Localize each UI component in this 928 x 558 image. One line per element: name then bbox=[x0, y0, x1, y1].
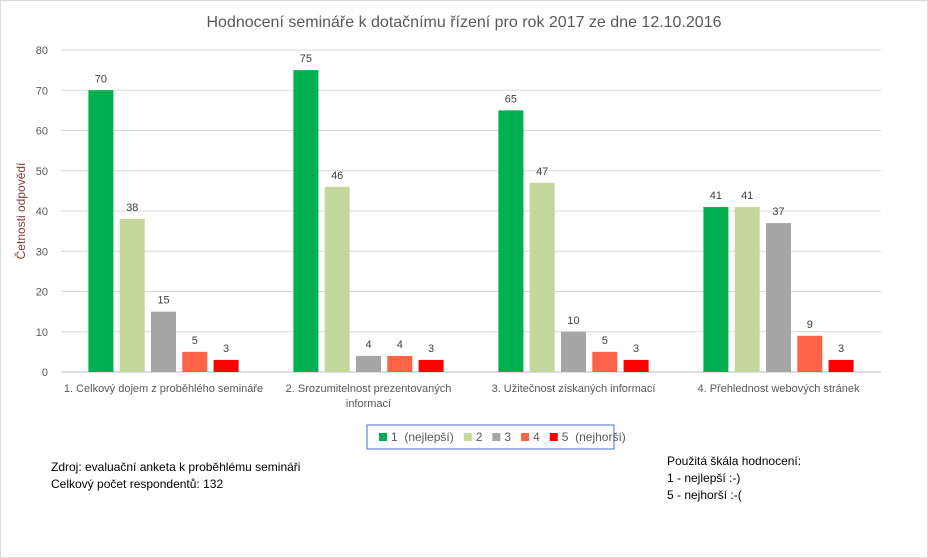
data-label: 3 bbox=[428, 343, 434, 355]
data-label: 41 bbox=[741, 190, 753, 202]
bar bbox=[119, 219, 145, 372]
y-tick-label: 40 bbox=[36, 206, 48, 218]
bar bbox=[703, 206, 729, 372]
scale-notes: Použitá škála hodnocení: 1 - nejlepší :-… bbox=[667, 453, 801, 504]
bar bbox=[623, 359, 649, 372]
bar bbox=[356, 355, 381, 372]
bar bbox=[151, 311, 176, 372]
x-tick-label: 4. Přehlednost webových stránek bbox=[697, 383, 860, 395]
data-label: 9 bbox=[807, 319, 813, 331]
data-label: 4 bbox=[365, 339, 371, 351]
y-tick-label: 50 bbox=[36, 166, 48, 178]
legend-swatch bbox=[379, 433, 387, 441]
legend-swatch bbox=[463, 433, 472, 441]
legend-swatch bbox=[521, 433, 530, 441]
bar bbox=[561, 331, 586, 372]
bar bbox=[734, 206, 760, 372]
y-tick-label: 10 bbox=[36, 327, 48, 339]
scale-best: 1 - nejlepší :-) bbox=[667, 471, 741, 485]
bar bbox=[529, 182, 555, 372]
data-label: 70 bbox=[95, 73, 107, 85]
source-notes: Zdroj: evaluační anketa k proběhlému sem… bbox=[51, 459, 300, 493]
bar bbox=[418, 359, 444, 372]
data-label: 3 bbox=[838, 343, 844, 355]
data-label: 3 bbox=[223, 343, 229, 355]
chart-title: Hodnocení semináře k dotačnímu řízení pr… bbox=[207, 14, 722, 31]
legend-label: 4 bbox=[533, 430, 540, 444]
data-label: 15 bbox=[157, 295, 169, 307]
bar bbox=[324, 186, 350, 372]
legend-swatch bbox=[492, 433, 501, 441]
x-tick-label: 3. Užitečnost získaných informací bbox=[492, 383, 656, 395]
data-label: 5 bbox=[602, 335, 608, 347]
data-label: 65 bbox=[505, 93, 517, 105]
legend-swatch bbox=[549, 433, 558, 441]
bar bbox=[213, 359, 239, 372]
y-tick-label: 80 bbox=[36, 45, 48, 57]
x-tick-label: 1. Celkový dojem z proběhlého semináře bbox=[64, 383, 263, 395]
y-tick-label: 0 bbox=[42, 367, 48, 379]
bar bbox=[88, 90, 114, 372]
source-text: Zdroj: evaluační anketa k proběhlému sem… bbox=[51, 460, 301, 474]
data-label: 47 bbox=[536, 166, 548, 178]
bar bbox=[498, 110, 524, 372]
bar bbox=[797, 335, 823, 372]
data-label: 75 bbox=[300, 53, 312, 65]
legend-label: 2 bbox=[476, 430, 483, 444]
data-label: 38 bbox=[126, 202, 138, 214]
bar bbox=[293, 70, 319, 372]
legend-label: 3 bbox=[504, 430, 511, 444]
bar bbox=[182, 351, 208, 372]
y-tick-label: 30 bbox=[36, 246, 48, 258]
data-label: 41 bbox=[710, 190, 722, 202]
data-label: 3 bbox=[633, 343, 639, 355]
data-label: 10 bbox=[567, 315, 579, 327]
bar bbox=[387, 355, 413, 372]
legend-box bbox=[366, 424, 615, 450]
bar bbox=[828, 359, 854, 372]
scale-title: Použitá škála hodnocení: bbox=[667, 454, 802, 468]
y-tick-label: 70 bbox=[36, 85, 48, 97]
data-label: 37 bbox=[772, 206, 784, 218]
y-tick-label: 20 bbox=[36, 287, 48, 299]
x-tick-label: 2. Srozumitelnost prezentovaných bbox=[286, 383, 452, 395]
scale-worst: 5 - nejhorší :-( bbox=[667, 488, 742, 502]
y-axis-label: Četnosti odpovědí bbox=[13, 162, 28, 259]
bar bbox=[766, 223, 791, 372]
bar bbox=[592, 351, 618, 372]
respondents-text: Celkový počet respondentů: 132 bbox=[51, 477, 224, 491]
data-label: 4 bbox=[397, 339, 403, 351]
legend-label: 1 (nejlepší) bbox=[391, 430, 454, 444]
data-label: 5 bbox=[192, 335, 198, 347]
y-tick-label: 60 bbox=[36, 126, 48, 138]
x-tick-label: informací bbox=[346, 398, 391, 410]
legend-label: 5 (nejhorší) bbox=[562, 430, 626, 444]
data-label: 46 bbox=[331, 170, 343, 182]
